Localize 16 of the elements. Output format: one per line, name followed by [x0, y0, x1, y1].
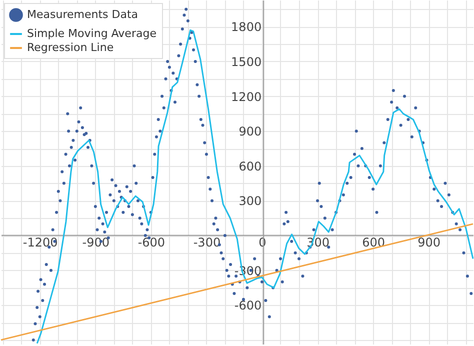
legend-label: Regression Line [27, 41, 114, 54]
y-tick-label: 300 [238, 194, 262, 208]
y-tick-label: 900 [238, 124, 262, 139]
x-tick-label: 900 [418, 235, 441, 250]
legend-label: Simple Moving Average [27, 27, 157, 40]
x-tick-label: 600 [362, 235, 385, 250]
x-tick-label: -600 [138, 235, 166, 250]
legend-label: Measurements Data [27, 8, 138, 21]
x-tick-label: -900 [82, 235, 110, 250]
y-tick-label: 1500 [231, 54, 262, 69]
x-tick-label: -1200 [22, 235, 58, 250]
y-tick-label: 1800 [231, 20, 262, 34]
y-tick-label: -600 [234, 298, 262, 313]
y-tick-label: 600 [238, 159, 262, 174]
x-tick-label: -300 [193, 235, 221, 250]
y-tick-label: 1200 [231, 90, 262, 104]
